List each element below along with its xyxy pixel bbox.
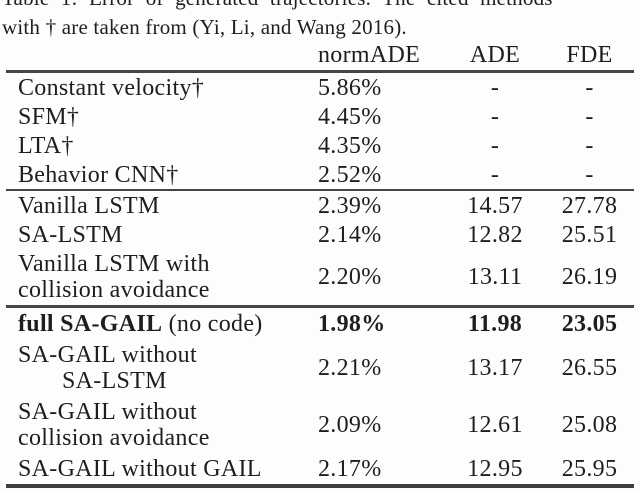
method-line: Vanilla LSTM with (18, 251, 210, 277)
table-row: Vanilla LSTM with collision avoidance 2.20… (6, 249, 634, 307)
fde-value: 25.95 (561, 455, 618, 482)
method-cell: Behavior CNN† (6, 160, 310, 190)
fde-value: - (585, 161, 594, 188)
method-cell: Vanilla LSTM with collision avoidance (6, 249, 310, 307)
ade-value: - (490, 161, 500, 188)
normade-value: 2.09% (318, 411, 382, 438)
fde-value: 23.05 (561, 310, 618, 337)
fde-value: 26.19 (561, 264, 618, 290)
method-cell: SA-LSTM (6, 220, 310, 249)
normade-value: 2.39% (318, 192, 382, 219)
ade-value: - (490, 74, 500, 101)
method-cell: SA-GAIL without SA-LSTM (6, 339, 310, 396)
normade-value: 5.86% (318, 74, 382, 101)
method-cell: full SA-GAIL (no code) (18, 310, 263, 337)
table-row: SFM† 4.45% - - (6, 102, 634, 131)
ade-value: 12.95 (467, 455, 523, 482)
table-row: Behavior CNN† 2.52% - - (6, 160, 634, 190)
table-row: Constant velocity† 5.86% - - (6, 72, 634, 103)
ade-value: 14.57 (467, 192, 523, 219)
ade-value: - (490, 132, 500, 159)
method-cell: Constant velocity† (6, 72, 310, 103)
method-cell: SA-GAIL without GAIL (6, 453, 310, 486)
method-line: SA-GAIL without (18, 398, 197, 425)
table-section-3: full SA-GAIL (no code) 1.98% 11.98 23.05 SA-… (6, 306, 634, 486)
table-row: SA-LSTM 2.14% 12.82 25.51 (6, 220, 634, 249)
table-caption: Table 1: Error of generated trajectories… (2, 0, 638, 42)
normade-value: 2.21% (318, 354, 382, 381)
method-line: SFM† (18, 103, 80, 130)
fde-value: - (585, 74, 594, 101)
method-cell: SFM† (6, 102, 310, 131)
fde-value: 25.51 (561, 221, 618, 248)
table-row: Vanilla LSTM 2.39% 14.57 27.78 (6, 190, 634, 220)
ade-value: - (490, 103, 500, 130)
table-header: normADE ADE FDE (6, 42, 634, 72)
ade-value: 12.82 (467, 221, 523, 248)
ade-value: 13.11 (467, 264, 523, 290)
ade-value: 13.17 (467, 354, 523, 381)
ade-value: 11.98 (467, 310, 523, 337)
method-line: Constant velocity† (18, 74, 205, 101)
normade-value: 4.35% (318, 132, 382, 159)
table-row: SA-GAIL without GAIL 2.17% 12.95 25.95 (6, 453, 634, 486)
method-line: collision avoidance (18, 424, 210, 451)
table-section-1: Constant velocity† 5.86% - - SFM† 4.45% - - LTA†… (6, 72, 634, 191)
column-header-method (6, 42, 310, 72)
results-table: normADE ADE FDE Constant velocity† 5.86% -… (6, 42, 634, 488)
method-line: Vanilla LSTM (18, 192, 160, 219)
method-line: Behavior CNN† (18, 161, 179, 188)
caption-line-2: with † are taken from (Yi, Li, and Wang … (2, 15, 407, 39)
method-cell: Vanilla LSTM (6, 190, 310, 220)
table-row: SA-GAIL without collision avoidance 2.09% 1… (6, 396, 634, 453)
fde-value: 27.78 (561, 192, 618, 219)
method-line: collision avoidance (18, 277, 210, 303)
ade-value: 12.61 (467, 411, 523, 438)
column-header-ade: ADE (469, 42, 521, 68)
method-line: SA-GAIL without GAIL (18, 455, 262, 482)
table-row: full SA-GAIL (no code) 1.98% 11.98 23.05 (6, 307, 634, 340)
fde-value: - (585, 132, 594, 159)
fde-value: 26.55 (561, 354, 618, 381)
fde-value: - (585, 103, 594, 130)
normade-value: 2.52% (318, 161, 382, 188)
normade-value: 2.20% (318, 264, 382, 290)
table-row: SA-GAIL without SA-LSTM 2.21% 13.17 26.55 (6, 339, 634, 396)
method-cell: SA-GAIL without collision avoidance (6, 396, 310, 453)
method-cell: LTA† (6, 131, 310, 160)
table-row: LTA† 4.35% - - (6, 131, 634, 160)
normade-value: 4.45% (318, 103, 382, 130)
normade-value: 2.14% (318, 221, 382, 248)
method-name-bold: full SA-GAIL (18, 310, 163, 337)
method-line: SA-GAIL without (18, 341, 197, 368)
method-line: SA-LSTM (62, 367, 167, 394)
normade-value: 1.98% (318, 310, 386, 337)
normade-value: 2.17% (318, 455, 382, 482)
header-row: normADE ADE FDE (6, 42, 634, 72)
caption-line-1: Table 1: Error of generated trajectories… (2, 0, 638, 13)
table-section-2: Vanilla LSTM 2.39% 14.57 27.78 SA-LSTM 2.14% 1… (6, 190, 634, 307)
method-line: LTA† (18, 132, 74, 159)
fde-value: 25.08 (561, 411, 618, 438)
column-header-fde: FDE (566, 42, 613, 68)
method-line: SA-LSTM (18, 221, 123, 248)
column-header-normade: normADE (318, 42, 421, 68)
